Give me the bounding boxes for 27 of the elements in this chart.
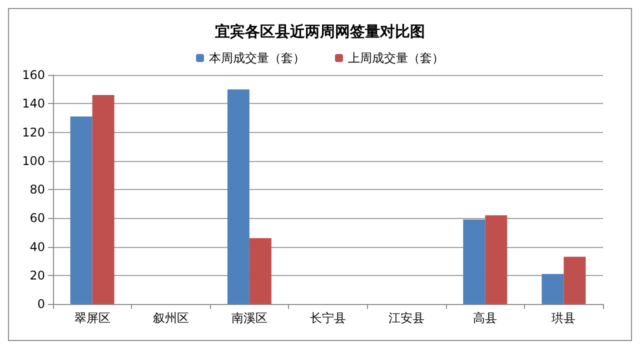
y-tick-label: 20 <box>30 268 45 282</box>
bar <box>485 215 508 304</box>
bar <box>564 256 586 304</box>
y-tick-label: 120 <box>22 125 45 140</box>
y-tick-label: 100 <box>22 154 45 168</box>
y-tick-label: 40 <box>30 240 45 254</box>
y-tick-label: 0 <box>37 297 45 311</box>
y-tick-label: 80 <box>30 182 45 196</box>
x-tick-label: 南溪区 <box>231 311 268 325</box>
x-tick-label: 长宁县 <box>310 311 346 325</box>
chart-title: 宜宾各区县近两周网签量对比图 <box>215 22 425 40</box>
x-tick-label: 翠屏区 <box>74 311 110 325</box>
bar <box>463 220 486 304</box>
x-tick-label: 珙县 <box>552 311 576 325</box>
legend-label: 上周成交量（套） <box>348 51 444 65</box>
y-tick-label: 140 <box>22 96 45 111</box>
x-tick-label: 高县 <box>473 311 498 325</box>
bar <box>92 95 114 304</box>
x-tick-label: 江安县 <box>388 311 425 325</box>
x-tick-label: 叙州区 <box>152 311 189 325</box>
bar <box>542 274 564 304</box>
y-tick-label: 160 <box>22 68 45 82</box>
legend-label: 本周成交量（套） <box>209 51 305 65</box>
bar <box>70 116 92 304</box>
y-tick-label: 60 <box>30 211 45 226</box>
bar <box>227 89 250 304</box>
bar <box>249 238 272 304</box>
